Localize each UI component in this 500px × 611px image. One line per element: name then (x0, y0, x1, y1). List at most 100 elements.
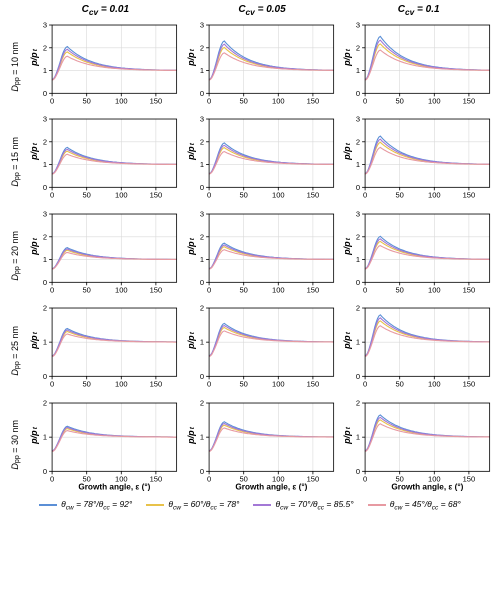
svg-text:150: 150 (306, 380, 319, 389)
svg-text:t: t (189, 426, 196, 429)
svg-text:0: 0 (43, 466, 47, 475)
svg-text:p/p: p/p (343, 335, 352, 350)
svg-text:50: 50 (83, 380, 91, 389)
svg-text:150: 150 (306, 474, 319, 483)
svg-text:2: 2 (43, 399, 47, 408)
svg-text:2: 2 (200, 232, 204, 241)
svg-text:t: t (32, 426, 39, 429)
svg-text:0: 0 (363, 285, 367, 294)
legend-swatch-s4 (368, 504, 386, 506)
svg-text:t: t (189, 143, 196, 146)
svg-text:0: 0 (200, 372, 204, 381)
svg-text:50: 50 (83, 96, 91, 105)
svg-text:150: 150 (150, 474, 163, 483)
legend: θcw = 78°/θcc = 92° θcw = 60°/θcc = 78° θc… (0, 493, 500, 518)
svg-text:0: 0 (200, 278, 204, 287)
svg-text:p/p: p/p (187, 146, 196, 161)
svg-text:t: t (345, 48, 352, 51)
svg-text:Growth angle, ε (°): Growth angle, ε (°) (78, 482, 150, 491)
svg-text:Growth angle, ε (°): Growth angle, ε (°) (392, 482, 464, 491)
svg-text:50: 50 (83, 285, 91, 294)
svg-text:p/p: p/p (187, 430, 196, 445)
panel-d20-c001: 0123050100150p/pt (30, 210, 181, 302)
svg-text:150: 150 (306, 96, 319, 105)
svg-text:t: t (32, 237, 39, 240)
svg-text:0: 0 (43, 278, 47, 287)
svg-text:p/p: p/p (30, 52, 39, 67)
svg-text:t: t (32, 331, 39, 334)
svg-text:50: 50 (396, 191, 404, 200)
panel-d25-c005: 012050100150p/pt (187, 304, 338, 396)
legend-item-s4: θcw = 45°/θcc = 68° (368, 499, 461, 512)
svg-text:1: 1 (200, 255, 204, 264)
svg-text:100: 100 (115, 96, 128, 105)
svg-text:2: 2 (200, 399, 204, 408)
svg-text:3: 3 (200, 115, 204, 124)
svg-text:t: t (345, 331, 352, 334)
svg-text:t: t (32, 48, 39, 51)
panel-d10-c001: 0123050100150p/pt (30, 21, 181, 113)
legend-label-s2: θcw = 60°/θcc = 78° (168, 499, 239, 512)
svg-text:2: 2 (356, 304, 360, 313)
svg-text:100: 100 (272, 96, 285, 105)
svg-text:2: 2 (43, 43, 47, 52)
panel-d30-c005: 012050100150p/ptGrowth angle, ε (°) (187, 399, 338, 491)
panel-d25-c001: 012050100150p/pt (30, 304, 181, 396)
legend-swatch-s2 (146, 504, 164, 506)
svg-text:150: 150 (150, 380, 163, 389)
svg-text:0: 0 (356, 278, 360, 287)
svg-text:2: 2 (356, 232, 360, 241)
svg-text:50: 50 (396, 96, 404, 105)
legend-swatch-s3 (253, 504, 271, 506)
svg-text:1: 1 (43, 66, 47, 75)
svg-text:p/p: p/p (30, 335, 39, 350)
svg-text:1: 1 (200, 160, 204, 169)
panel-d30-c001: 012050100150p/ptGrowth angle, ε (°) (30, 399, 181, 491)
col-title-c01: Ccv = 0.1 (343, 4, 494, 19)
svg-text:0: 0 (207, 380, 211, 389)
svg-text:1: 1 (200, 338, 204, 347)
svg-text:1: 1 (356, 160, 360, 169)
svg-text:0: 0 (356, 372, 360, 381)
svg-text:2: 2 (200, 43, 204, 52)
svg-text:100: 100 (272, 380, 285, 389)
svg-text:150: 150 (150, 191, 163, 200)
svg-text:0: 0 (363, 474, 367, 483)
svg-text:1: 1 (200, 66, 204, 75)
panel-d10-c005: 0123050100150p/pt (187, 21, 338, 113)
svg-text:50: 50 (83, 191, 91, 200)
svg-text:100: 100 (272, 285, 285, 294)
legend-swatch-s1 (39, 504, 57, 506)
col-title-c005: Ccv = 0.05 (187, 4, 338, 19)
legend-item-s1: θcw = 78°/θcc = 92° (39, 499, 132, 512)
svg-text:150: 150 (150, 285, 163, 294)
svg-text:0: 0 (50, 191, 54, 200)
svg-text:1: 1 (356, 66, 360, 75)
legend-item-s2: θcw = 60°/θcc = 78° (146, 499, 239, 512)
svg-text:2: 2 (200, 304, 204, 313)
svg-text:0: 0 (50, 285, 54, 294)
svg-text:p/p: p/p (343, 146, 352, 161)
svg-text:p/p: p/p (187, 52, 196, 67)
svg-text:0: 0 (207, 474, 211, 483)
svg-text:0: 0 (363, 96, 367, 105)
svg-text:1: 1 (200, 432, 204, 441)
svg-text:1: 1 (43, 338, 47, 347)
legend-item-s3: θcw = 70°/θcc = 85.5° (253, 499, 353, 512)
svg-text:150: 150 (150, 96, 163, 105)
svg-text:0: 0 (356, 466, 360, 475)
svg-text:0: 0 (356, 183, 360, 192)
svg-text:150: 150 (463, 96, 476, 105)
svg-text:t: t (345, 237, 352, 240)
panel-d15-c01: 0123050100150p/pt (343, 115, 494, 207)
svg-text:150: 150 (463, 285, 476, 294)
svg-text:t: t (189, 48, 196, 51)
row-title-d10: Dpp = 10 nm (10, 42, 21, 92)
svg-text:150: 150 (306, 191, 319, 200)
panel-grid: Ccv = 0.01Ccv = 0.05Ccv = 0.1Dpp = 10 nm… (0, 0, 500, 493)
svg-text:3: 3 (356, 115, 360, 124)
svg-text:p/p: p/p (187, 335, 196, 350)
svg-text:2: 2 (200, 138, 204, 147)
svg-text:0: 0 (207, 96, 211, 105)
svg-text:0: 0 (43, 183, 47, 192)
